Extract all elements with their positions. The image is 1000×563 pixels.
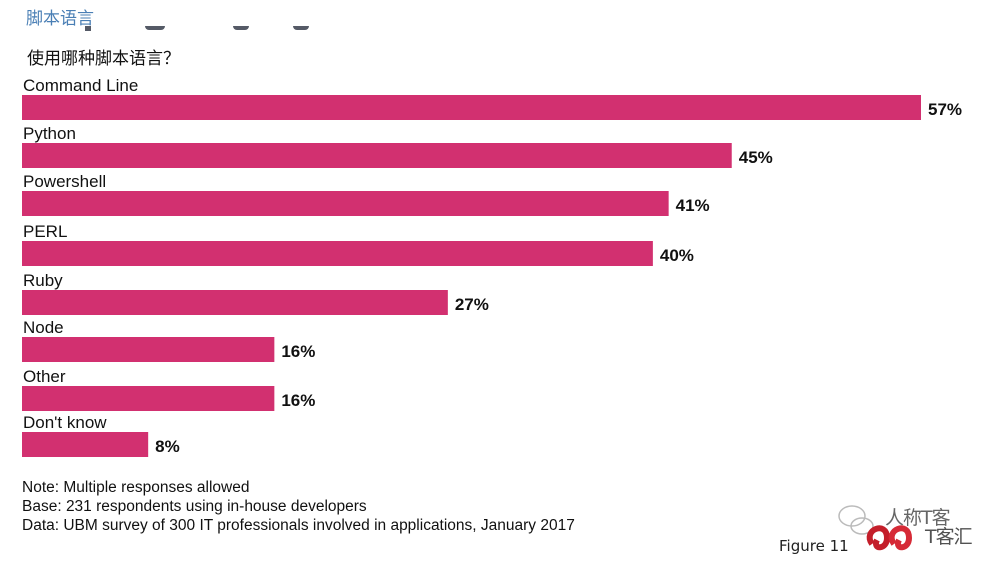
bar [22,337,275,362]
category-label: Ruby [23,271,63,290]
value-label: 16% [281,342,315,361]
bar [22,386,275,411]
data-source-line: Data: UBM survey of 300 IT professionals… [22,517,575,534]
value-label: 41% [676,196,710,215]
base-line: Base: 231 respondents using in-house dev… [22,498,367,515]
bar [22,95,921,120]
watermark-text-1: 人称T客 [885,507,951,529]
bar [22,241,653,266]
bar [22,432,149,457]
watermark-text-2: T客汇 [925,526,973,548]
swirl-logo-icon [866,525,913,551]
bar [22,143,732,168]
category-label: Python [23,124,76,143]
section-title: 脚本语言 [26,9,94,29]
value-label: 57% [928,100,962,119]
category-label: Command Line [23,76,138,95]
category-label: Don't know [23,413,107,432]
value-label: 8% [155,437,180,456]
category-label: Node [23,318,64,337]
bar [22,290,448,315]
value-label: 45% [739,148,773,167]
chart-question: 使用哪种脚本语言？ [27,49,180,69]
note-line: Note: Multiple responses allowed [22,479,250,496]
cropped-heading-remnant [60,26,660,34]
wechat-icon [838,505,874,535]
bar-chart: Command Line 57% Python 45% Powershell 41% PER… [22,76,962,457]
value-label: 16% [281,391,315,410]
category-label: Powershell [23,172,106,191]
category-label: Other [23,367,66,386]
value-label: 40% [660,246,694,265]
figure-label: Figure 11 [779,537,849,555]
chart-notes: Note: Multiple responses allowed Base: 2… [22,478,575,535]
watermark-logo [838,505,913,551]
value-label: 27% [455,295,489,314]
bar [22,191,669,216]
category-label: PERL [23,222,67,241]
